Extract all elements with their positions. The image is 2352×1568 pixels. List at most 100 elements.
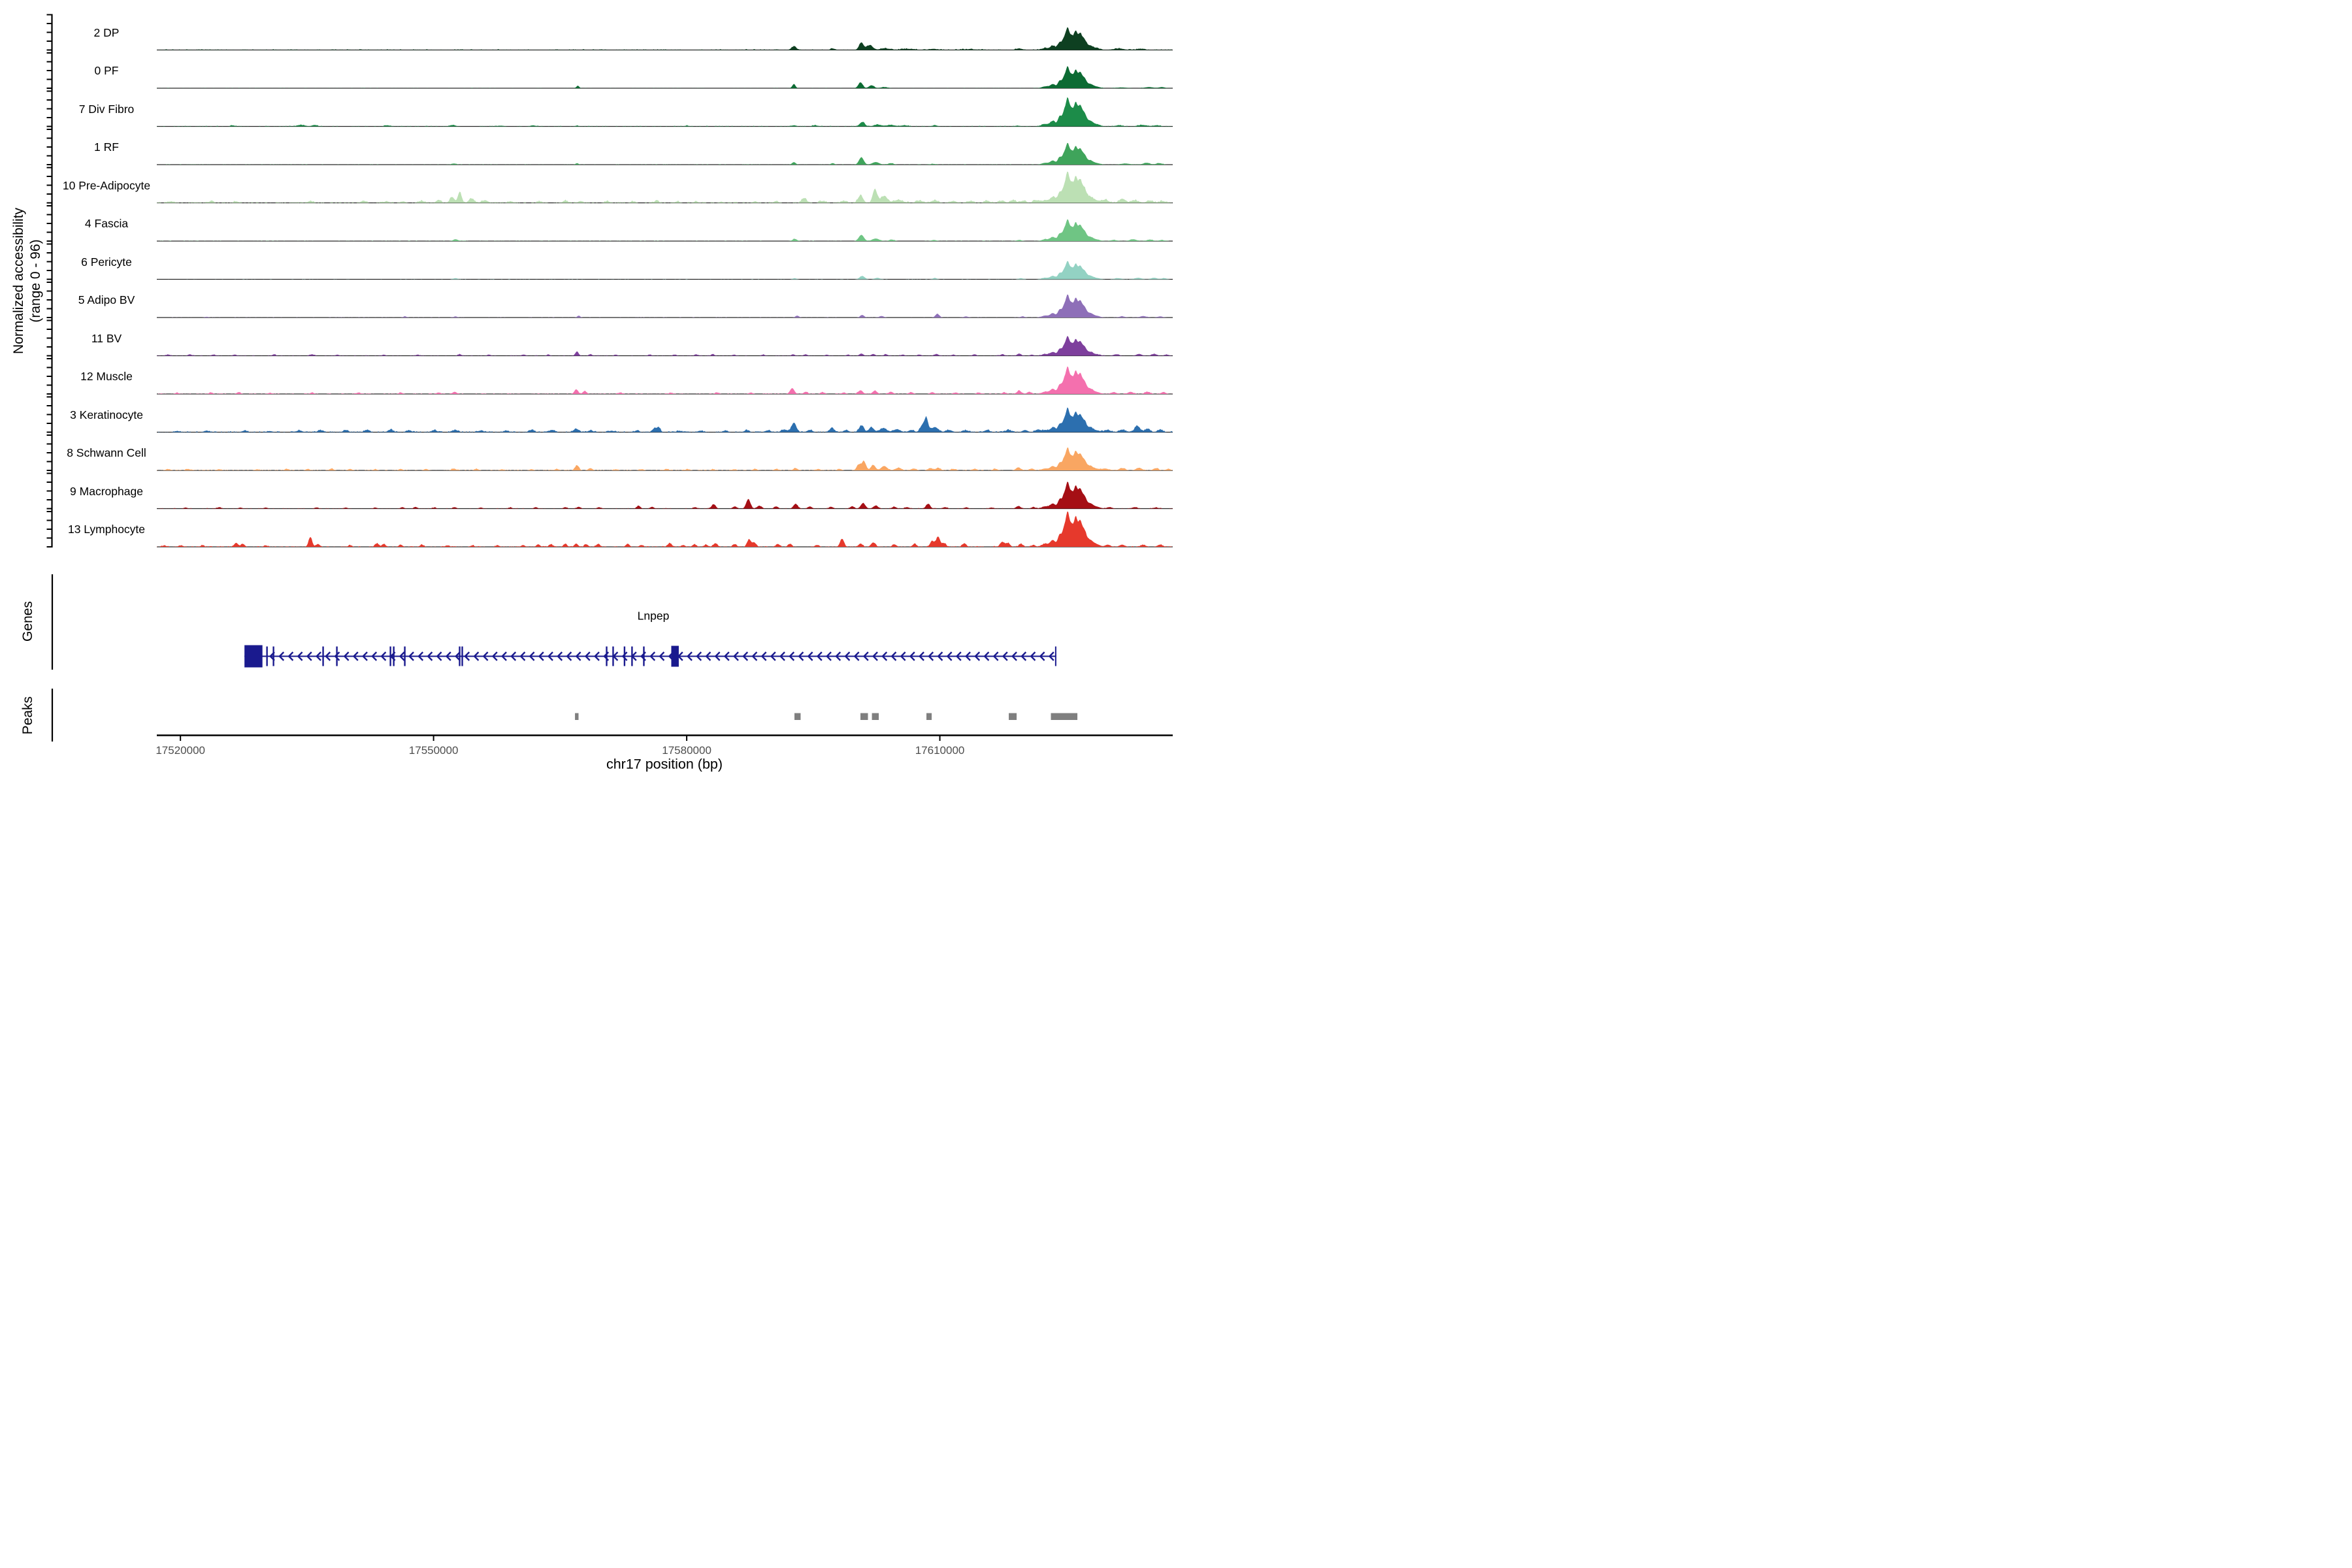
strand-arrow-left bbox=[362, 651, 368, 661]
signal-area-10 bbox=[157, 407, 1173, 433]
strand-arrow-left bbox=[445, 651, 451, 661]
strand-arrow-left bbox=[427, 651, 433, 661]
exon-bar bbox=[612, 646, 614, 666]
strand-arrow-left bbox=[491, 651, 498, 661]
exon-bar bbox=[606, 646, 608, 666]
gene-tss-bar bbox=[1054, 646, 1056, 666]
peak-interval bbox=[794, 713, 801, 720]
signal-area-13 bbox=[157, 512, 1173, 547]
strand-arrow-left bbox=[1021, 651, 1027, 661]
genome-browser-figure: Normalized accessibility (range 0 - 96) … bbox=[0, 0, 1176, 784]
exon-bar bbox=[623, 646, 626, 666]
peaks-axis-label: Peaks bbox=[20, 696, 35, 735]
exon-bar bbox=[461, 646, 463, 666]
signal-area-3 bbox=[157, 142, 1173, 165]
strand-arrow-left bbox=[853, 651, 860, 661]
strand-arrow-left bbox=[455, 651, 461, 661]
strand-arrow-left bbox=[436, 651, 442, 661]
track-label-6: 6 Pericyte bbox=[81, 255, 132, 269]
strand-arrow-left bbox=[287, 651, 294, 661]
signal-area-9 bbox=[157, 367, 1173, 394]
track-label-3: 1 RF bbox=[94, 140, 119, 154]
strand-arrow-left bbox=[965, 651, 971, 661]
peak-interval bbox=[1009, 713, 1017, 720]
tracks-canvas bbox=[46, 14, 1173, 742]
exon-bar bbox=[404, 646, 406, 666]
exon-bar bbox=[393, 646, 395, 666]
track-label-11: 8 Schwann Cell bbox=[67, 446, 146, 459]
strand-arrow-left bbox=[371, 651, 378, 661]
strand-arrow-left bbox=[890, 651, 897, 661]
strand-arrow-left bbox=[742, 651, 749, 661]
strand-arrow-left bbox=[705, 651, 711, 661]
strand-arrow-left bbox=[501, 651, 507, 661]
strand-arrow-left bbox=[900, 651, 906, 661]
x-axis-title: chr17 position (bp) bbox=[606, 756, 723, 772]
exon-bar bbox=[272, 646, 274, 666]
strand-arrow-left bbox=[992, 651, 999, 661]
strand-arrow-left bbox=[798, 651, 804, 661]
strand-arrow-left bbox=[473, 651, 480, 661]
strand-arrow-left bbox=[881, 651, 888, 661]
strand-arrow-left bbox=[538, 651, 544, 661]
strand-arrow-left bbox=[278, 651, 285, 661]
strand-arrow-left bbox=[955, 651, 962, 661]
strand-arrow-left bbox=[649, 651, 656, 661]
track-label-7: 5 Adipo BV bbox=[78, 293, 135, 306]
strand-arrow-left bbox=[417, 651, 424, 661]
track-label-10: 3 Keratinocyte bbox=[70, 408, 143, 421]
peak-interval bbox=[926, 713, 932, 720]
y-axis-title-line1: Normalized accessibility bbox=[10, 207, 26, 355]
strand-arrow-left bbox=[1002, 651, 1008, 661]
strand-arrow-left bbox=[566, 651, 572, 661]
signal-area-6 bbox=[157, 261, 1173, 280]
strand-arrow-left bbox=[297, 651, 303, 661]
strand-arrow-left bbox=[1048, 651, 1054, 661]
exon-bar bbox=[266, 646, 268, 666]
x-tick-label-1: 17550000 bbox=[408, 744, 459, 757]
strand-arrow-left bbox=[1039, 651, 1045, 661]
strand-arrow-left bbox=[696, 651, 702, 661]
strand-arrow-left bbox=[1030, 651, 1036, 661]
peak-interval bbox=[575, 713, 579, 720]
strand-arrow-left bbox=[1011, 651, 1017, 661]
strand-arrow-left bbox=[547, 651, 553, 661]
strand-arrow-left bbox=[751, 651, 758, 661]
strand-arrow-left bbox=[529, 651, 535, 661]
strand-arrow-left bbox=[862, 651, 869, 661]
strand-arrow-left bbox=[770, 651, 776, 661]
exon-bar bbox=[643, 646, 645, 666]
strand-arrow-left bbox=[352, 651, 359, 661]
strand-arrow-left bbox=[807, 651, 813, 661]
strand-arrow-left bbox=[482, 651, 489, 661]
strand-arrow-left bbox=[919, 651, 924, 661]
strand-arrow-left bbox=[983, 651, 990, 661]
track-label-8: 11 BV bbox=[91, 331, 122, 345]
strand-arrow-left bbox=[844, 651, 851, 661]
exon-bar bbox=[631, 646, 633, 666]
strand-arrow-left bbox=[343, 651, 350, 661]
strand-arrow-left bbox=[872, 651, 878, 661]
signal-area-2 bbox=[157, 97, 1173, 127]
exon-bar bbox=[389, 646, 391, 666]
strand-arrow-left bbox=[659, 651, 665, 661]
peak-interval bbox=[1051, 713, 1078, 720]
signal-area-4 bbox=[157, 171, 1173, 203]
track-label-9: 12 Muscle bbox=[80, 370, 133, 383]
strand-arrow-left bbox=[575, 651, 581, 661]
strand-arrow-left bbox=[380, 651, 387, 661]
strand-arrow-left bbox=[557, 651, 563, 661]
signal-area-8 bbox=[157, 336, 1173, 356]
strand-arrow-left bbox=[779, 651, 785, 661]
strand-arrow-left bbox=[687, 651, 693, 661]
strand-arrow-left bbox=[316, 651, 321, 661]
track-label-13: 13 Lymphocyte bbox=[67, 523, 146, 536]
strand-arrow-left bbox=[816, 651, 823, 661]
track-label-5: 4 Fascia bbox=[84, 217, 129, 230]
gene-name-label: Lnpep bbox=[637, 609, 670, 623]
x-tick-label-0: 17520000 bbox=[155, 744, 205, 757]
signal-area-0 bbox=[157, 27, 1173, 50]
track-label-2: 7 Div Fibro bbox=[78, 102, 135, 116]
strand-arrow-left bbox=[789, 651, 795, 661]
x-tick-label-2: 17580000 bbox=[662, 744, 711, 757]
